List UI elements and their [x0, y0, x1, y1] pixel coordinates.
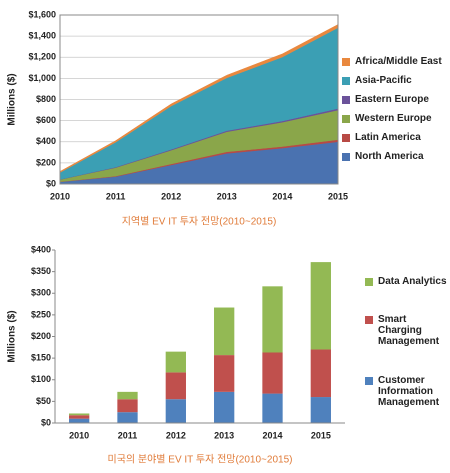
bar-segment: [69, 418, 90, 423]
bar-segment: [310, 262, 331, 350]
legend-item: Data Analytics: [365, 276, 450, 287]
y-tick-label: $300: [31, 288, 51, 298]
x-tick-label: 2011: [106, 191, 126, 201]
x-tick-label: 2014: [272, 191, 292, 201]
bar-segment: [214, 307, 235, 356]
y-tick-label: $1,600: [28, 9, 56, 19]
y-tick-label: $1,000: [28, 73, 56, 83]
x-tick-label: 2013: [214, 430, 234, 440]
plot-frame: [55, 250, 345, 423]
bar-segment: [214, 391, 235, 423]
legend-item: Asia-Pacific: [342, 75, 450, 86]
legend-swatch: [365, 377, 373, 386]
y-tick-label: $1,400: [28, 31, 56, 41]
y-tick-label: $400: [36, 136, 56, 146]
caption: 미국의 분야별 EV IT 투자 전망(2010~2015): [108, 454, 293, 466]
y-axis-label: Millions ($): [7, 73, 18, 125]
legend-swatch: [342, 77, 350, 85]
legend-item: Eastern Europe: [342, 94, 450, 105]
legend-item: Latin America: [342, 132, 450, 143]
bar-segment: [310, 349, 331, 398]
caption: 지역별 EV IT 투자 전망(2010~2015): [122, 216, 277, 228]
y-tick-label: $1,200: [28, 52, 56, 62]
legend-label: North America: [355, 151, 424, 162]
x-tick-label: 2014: [262, 430, 282, 440]
legend-label: Africa/Middle East: [355, 56, 442, 67]
legend-swatch: [342, 134, 350, 142]
y-tick-label: $350: [31, 266, 51, 276]
bar-segment: [310, 397, 331, 423]
y-tick-label: $0: [46, 178, 56, 188]
legend-item: Western Europe: [342, 113, 450, 124]
y-tick-label: $150: [31, 353, 51, 363]
legend-label: Asia-Pacific: [355, 75, 412, 86]
y-tick-label: $200: [36, 157, 56, 167]
bar-segment: [117, 391, 138, 400]
legend-label: Data Analytics: [378, 275, 447, 287]
y-tick-label: $400: [31, 244, 51, 254]
legend-label: Latin America: [355, 132, 421, 143]
y-tick-label: $800: [36, 94, 56, 104]
legend-item: Africa/Middle East: [342, 56, 450, 67]
bar-segment: [262, 393, 283, 423]
legend-swatch: [342, 58, 350, 66]
bar-segment: [262, 286, 283, 353]
y-tick-label: $0: [41, 417, 51, 427]
y-axis-label: Millions ($): [7, 310, 18, 362]
bar-segment: [69, 413, 90, 416]
legend-swatch: [342, 115, 350, 123]
legend-swatch: [342, 96, 350, 104]
legend-label: Customer Information Management: [378, 375, 440, 409]
bar-segment: [214, 355, 235, 392]
y-tick-label: $200: [31, 331, 51, 341]
y-tick-label: $50: [36, 396, 51, 406]
x-tick-label: 2010: [50, 191, 70, 201]
bar-segment: [165, 351, 186, 373]
legend-item: Smart Charging Management: [365, 314, 450, 347]
bar-segment: [117, 412, 138, 423]
y-tick-label: $100: [31, 374, 51, 384]
x-tick-label: 2010: [69, 430, 89, 440]
legend-swatch: [365, 316, 373, 325]
bar-segment: [69, 415, 90, 419]
legend-item: North America: [342, 151, 450, 162]
legend-label: Eastern Europe: [355, 94, 429, 105]
legend-label: Western Europe: [355, 113, 432, 124]
bar-segment: [117, 399, 138, 413]
legend-item: Customer Information Management: [365, 375, 450, 408]
x-tick-label: 2012: [166, 430, 186, 440]
legend: Africa/Middle East Asia-Pacific Eastern Eu…: [342, 56, 450, 162]
bar-segment: [262, 352, 283, 394]
bar-segment: [165, 399, 186, 423]
legend-swatch: [342, 153, 350, 161]
x-tick-label: 2013: [217, 191, 237, 201]
legend: Data Analytics Smart Charging Management C…: [365, 262, 450, 422]
bar-segment: [165, 372, 186, 400]
y-tick-label: $600: [36, 115, 56, 125]
legend-swatch: [365, 277, 373, 286]
x-tick-label: 2015: [311, 430, 331, 440]
y-tick-label: $250: [31, 309, 51, 319]
legend-label: Smart Charging Management: [378, 314, 440, 348]
x-tick-label: 2011: [118, 430, 138, 440]
x-tick-label: 2015: [328, 191, 348, 201]
x-tick-label: 2012: [161, 191, 181, 201]
